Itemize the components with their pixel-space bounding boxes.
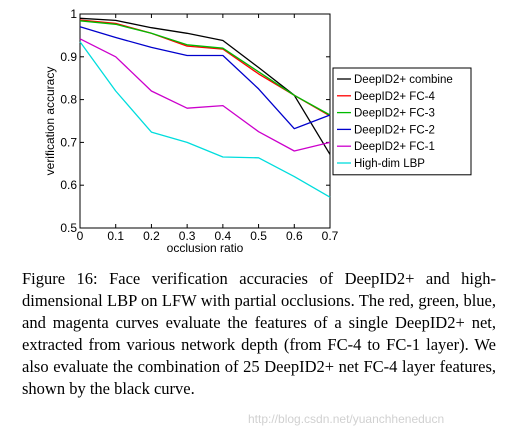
y-tick-label: 0.6 [60, 178, 77, 192]
plot-area [79, 13, 331, 229]
figure-caption: Figure 16: Face verification accuracies … [22, 269, 496, 398]
plot-border [79, 13, 331, 229]
x-tick-label: 0.4 [215, 229, 232, 243]
legend-entry: High-dim LBP [354, 158, 425, 170]
y-tick-label: 0.7 [60, 135, 77, 149]
x-tick-label: 0.7 [322, 229, 339, 243]
legend-entry: DeepID2+ combine [354, 74, 453, 86]
series-line-1 [79, 17, 331, 155]
x-tick-label: 0 [77, 229, 84, 243]
series-line-3 [79, 20, 331, 116]
legend: DeepID2+ combine DeepID2+ FC-4 DeepID2+ FC… [332, 67, 472, 176]
series-line-6 [79, 41, 331, 198]
line-chart: 0 0.1 0.2 0.3 0.4 0.5 0.6 0.7 0.5 0.6 0.7 0.8 0.9 1 D… [43, 7, 472, 255]
legend-entry: DeepID2+ FC-3 [354, 108, 435, 120]
series-line-5 [79, 38, 331, 152]
x-tick-label: 0.3 [179, 229, 196, 243]
watermark-text: http://blog.csdn.net/yuanchheneducn [248, 412, 445, 426]
x-tick-label: 0.1 [107, 229, 124, 243]
series-line-2 [79, 19, 331, 117]
y-tick-label: 0.8 [60, 93, 77, 107]
y-axis-label: verification accuracy [43, 67, 57, 176]
x-tick-label: 0.5 [250, 229, 267, 243]
y-tick-label: 0.5 [60, 221, 77, 235]
x-axis-label: occlusion ratio [167, 241, 244, 255]
x-tick-label: 0.2 [143, 229, 160, 243]
legend-entry: DeepID2+ FC-4 [354, 91, 435, 103]
series-line-4 [79, 26, 331, 130]
y-tick-label: 1 [70, 7, 77, 21]
series-lines [79, 17, 331, 198]
legend-entry: DeepID2+ FC-2 [354, 124, 435, 136]
axis-ticks: 0 0.1 0.2 0.3 0.4 0.5 0.6 0.7 0.5 0.6 0.7 0.8 0.9 1 [60, 7, 338, 243]
legend-box [332, 67, 472, 176]
x-tick-label: 0.6 [286, 229, 303, 243]
y-tick-label: 0.9 [60, 50, 77, 64]
legend-entry: DeepID2+ FC-1 [354, 141, 435, 153]
